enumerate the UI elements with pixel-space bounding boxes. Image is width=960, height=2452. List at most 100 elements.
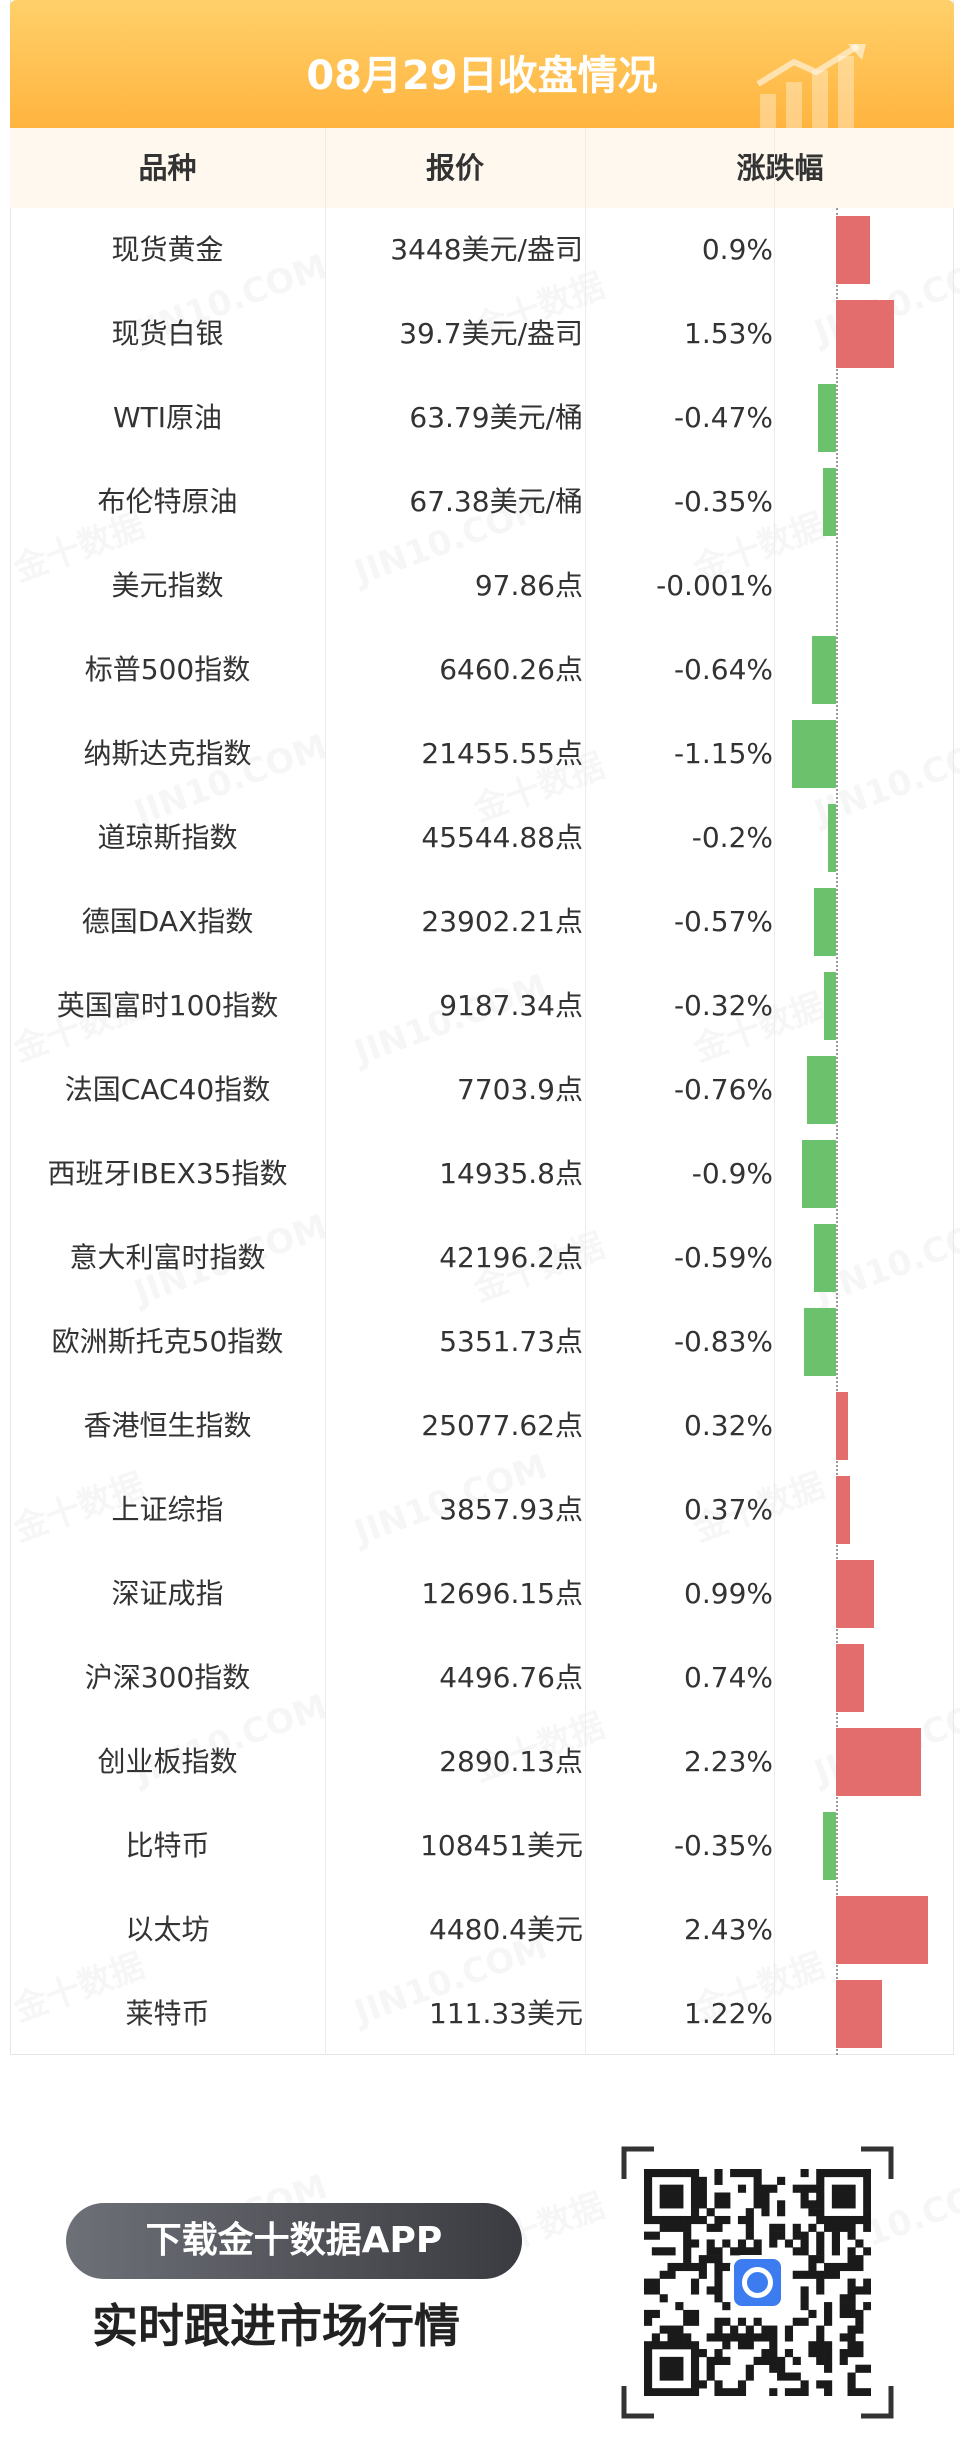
change-bar — [836, 1560, 874, 1628]
footer-subtitle: 实时跟进市场行情 — [92, 2299, 460, 2353]
instrument-name: 标普500指数 — [84, 653, 251, 686]
change-bar — [836, 300, 895, 368]
instrument-change: -0.35% — [673, 485, 773, 518]
instrument-price: 25077.62点 — [421, 1409, 583, 1442]
change-bar — [807, 1056, 836, 1124]
instrument-name: 现货黄金 — [111, 233, 224, 266]
table-header: 品种 报价 涨跌幅 — [10, 128, 954, 208]
instrument-name: 比特币 — [125, 1829, 210, 1862]
change-bar — [828, 804, 836, 872]
instrument-price: 5351.73点 — [439, 1325, 583, 1358]
change-bar — [836, 1728, 921, 1796]
col-header-name: 品种 — [138, 151, 197, 185]
table-row: 法国CAC40指数 7703.9点 -0.76% — [10, 1048, 954, 1132]
instrument-price: 7703.9点 — [457, 1073, 583, 1106]
instrument-change: -0.35% — [673, 1829, 773, 1862]
growth-chart-icon — [756, 44, 866, 128]
instrument-price: 42196.2点 — [439, 1241, 583, 1274]
instrument-name: 西班牙IBEX35指数 — [47, 1157, 288, 1190]
change-bar — [804, 1308, 836, 1376]
instrument-change: -0.32% — [673, 989, 773, 1022]
instrument-price: 97.86点 — [474, 569, 583, 602]
instrument-change: -0.83% — [673, 1325, 773, 1358]
instrument-change: -0.2% — [691, 821, 773, 854]
instrument-name: 莱特币 — [125, 1997, 210, 2030]
qr-code — [644, 2169, 872, 2397]
table-row: 深证成指 12696.15点 0.99% — [10, 1552, 954, 1636]
instrument-price: 9187.34点 — [439, 989, 583, 1022]
instrument-name: 现货白银 — [111, 317, 224, 350]
instrument-change: 2.43% — [684, 1913, 773, 1946]
col-header-price: 报价 — [425, 151, 484, 185]
table-row: 西班牙IBEX35指数 14935.8点 -0.9% — [10, 1132, 954, 1216]
instrument-price: 39.7美元/盎司 — [399, 317, 583, 350]
zero-axis — [836, 208, 838, 2055]
instrument-price: 23902.21点 — [421, 905, 583, 938]
col-header-change: 涨跌幅 — [736, 151, 824, 185]
change-bar — [836, 1896, 929, 1964]
instrument-price: 6460.26点 — [439, 653, 583, 686]
table-card — [10, 0, 954, 2055]
change-bar — [836, 1980, 883, 2048]
table-row: 上证综指 3857.93点 0.37% — [10, 1468, 954, 1552]
table-row: 欧洲斯托克50指数 5351.73点 -0.83% — [10, 1300, 954, 1384]
change-bar — [818, 384, 836, 452]
table-row: 标普500指数 6460.26点 -0.64% — [10, 628, 954, 712]
change-bar — [822, 468, 836, 536]
instrument-change: -0.59% — [673, 1241, 773, 1274]
instrument-change: -0.001% — [656, 569, 773, 602]
column-divider — [585, 128, 586, 2055]
change-bar — [836, 1476, 851, 1544]
instrument-name: 以太坊 — [125, 1913, 210, 1946]
instrument-name: 沪深300指数 — [84, 1661, 251, 1694]
instrument-name: 布伦特原油 — [97, 485, 238, 518]
qr-code-icon — [644, 2169, 872, 2397]
instrument-price: 63.79美元/桶 — [409, 401, 583, 434]
table-row: 纳斯达克指数 21455.55点 -1.15% — [10, 712, 954, 796]
instrument-change: 1.53% — [684, 317, 773, 350]
instrument-change: -1.15% — [673, 737, 773, 770]
instrument-name: 美元指数 — [111, 569, 224, 602]
instrument-name: 香港恒生指数 — [83, 1409, 252, 1442]
instrument-price: 2890.13点 — [439, 1745, 583, 1778]
instrument-price: 67.38美元/桶 — [409, 485, 583, 518]
change-bar — [836, 216, 871, 284]
table-row: 布伦特原油 67.38美元/桶 -0.35% — [10, 460, 954, 544]
table-row: 现货白银 39.7美元/盎司 1.53% — [10, 292, 954, 376]
table-row: 现货黄金 3448美元/盎司 0.9% — [10, 208, 954, 292]
table-row: 英国富时100指数 9187.34点 -0.32% — [10, 964, 954, 1048]
instrument-price: 12696.15点 — [421, 1577, 583, 1610]
change-bar — [822, 1812, 836, 1880]
instrument-name: 纳斯达克指数 — [83, 737, 252, 770]
instrument-price: 108451美元 — [420, 1829, 583, 1862]
instrument-change: 2.23% — [684, 1745, 773, 1778]
instrument-change: 0.37% — [684, 1493, 773, 1526]
table-row: 美元指数 97.86点 -0.001% — [10, 544, 954, 628]
change-bar — [823, 972, 836, 1040]
change-bar — [813, 1224, 836, 1292]
instrument-price: 3857.93点 — [439, 1493, 583, 1526]
instrument-change: -0.9% — [691, 1157, 773, 1190]
instrument-price: 111.33美元 — [429, 1997, 583, 2030]
table-row: 创业板指数 2890.13点 2.23% — [10, 1720, 954, 1804]
download-app-button[interactable]: 下载金十数据APP — [66, 2203, 522, 2279]
instrument-name: WTI原油 — [112, 401, 223, 434]
instrument-name: 深证成指 — [111, 1577, 224, 1610]
instrument-name: 创业板指数 — [97, 1745, 238, 1778]
change-bar — [836, 1392, 849, 1460]
instrument-change: 0.9% — [701, 233, 773, 266]
instrument-price: 4496.76点 — [439, 1661, 583, 1694]
table-row: 道琼斯指数 45544.88点 -0.2% — [10, 796, 954, 880]
table-row: 以太坊 4480.4美元 2.43% — [10, 1888, 954, 1972]
column-divider — [325, 128, 326, 2055]
instrument-name: 道琼斯指数 — [97, 821, 238, 854]
instrument-name: 欧洲斯托克50指数 — [51, 1325, 284, 1358]
instrument-change: -0.64% — [673, 653, 773, 686]
table-row: 莱特币 111.33美元 1.22% — [10, 1972, 954, 2056]
instrument-price: 14935.8点 — [439, 1157, 583, 1190]
page-title: 08月29日收盘情况 — [306, 53, 658, 99]
change-bar — [814, 888, 836, 956]
table-row: 沪深300指数 4496.76点 0.74% — [10, 1636, 954, 1720]
qr-code-frame — [620, 2145, 895, 2420]
table-row: 德国DAX指数 23902.21点 -0.57% — [10, 880, 954, 964]
